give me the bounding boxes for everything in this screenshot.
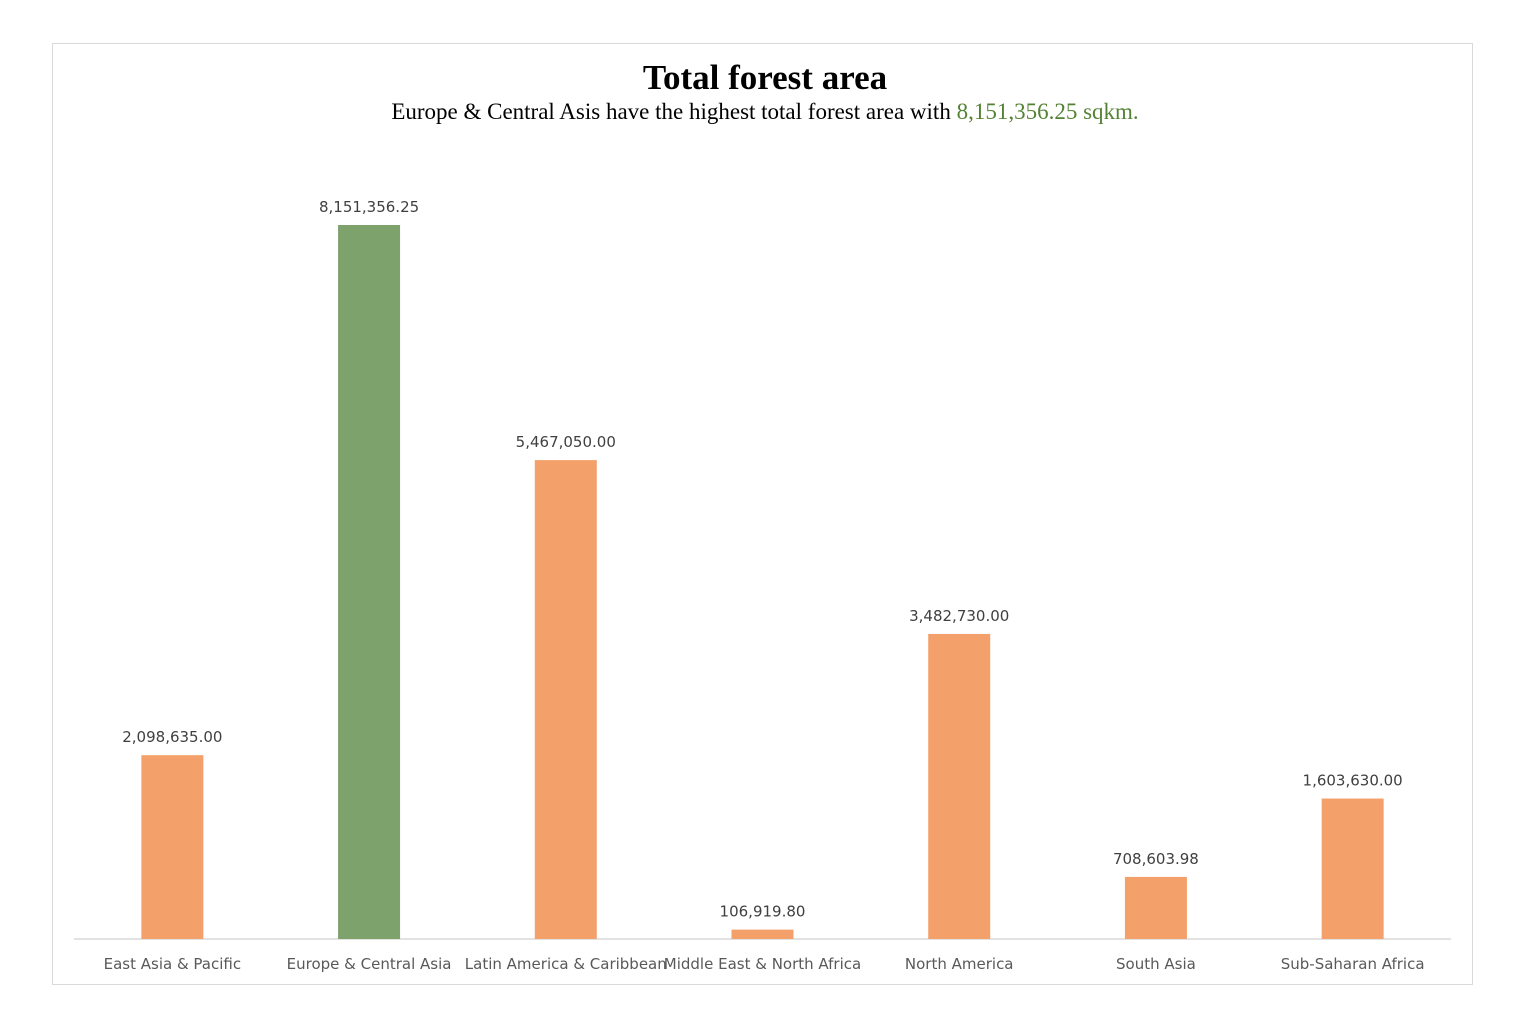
subtitle-highlight: 8,151,356.25 sqkm. [956,99,1139,124]
bar [338,225,401,939]
bar [534,460,597,939]
bar [731,929,794,939]
data-label: 106,919.80 [720,903,806,921]
bar [1321,798,1384,939]
data-label: 1,603,630.00 [1303,772,1403,790]
data-label: 2,098,635.00 [122,728,222,746]
bar [1124,876,1187,939]
x-tick-label: South Asia [1116,955,1196,973]
data-label: 8,151,356.25 [319,198,419,216]
data-label: 5,467,050.00 [516,433,616,451]
chart-subtitle: Europe & Central Asis have the highest t… [0,99,1530,125]
chart-frame [52,43,1473,985]
data-label: 708,603.98 [1113,850,1199,868]
bar [928,633,991,939]
data-label: 3,482,730.00 [909,607,1009,625]
x-tick-label: East Asia & Pacific [104,955,241,973]
subtitle-text: Europe & Central Asis have the highest t… [391,99,957,124]
x-tick-label: North America [905,955,1014,973]
x-tick-label: Sub-Saharan Africa [1281,955,1425,973]
bar [141,755,204,939]
x-tick-label: Middle East & North Africa [664,955,861,973]
data-labels-group: 2,098,635.00 8,151,356.25 5,467,050.00 106,… [122,198,1402,921]
tick-labels-group: East Asia & Pacific Europe & Central Asia… [104,955,1425,973]
x-tick-label: Latin America & Caribbean [465,955,667,973]
x-tick-label: Europe & Central Asia [287,955,452,973]
bars-group [141,225,1384,939]
chart-title: Total forest area [642,58,888,97]
